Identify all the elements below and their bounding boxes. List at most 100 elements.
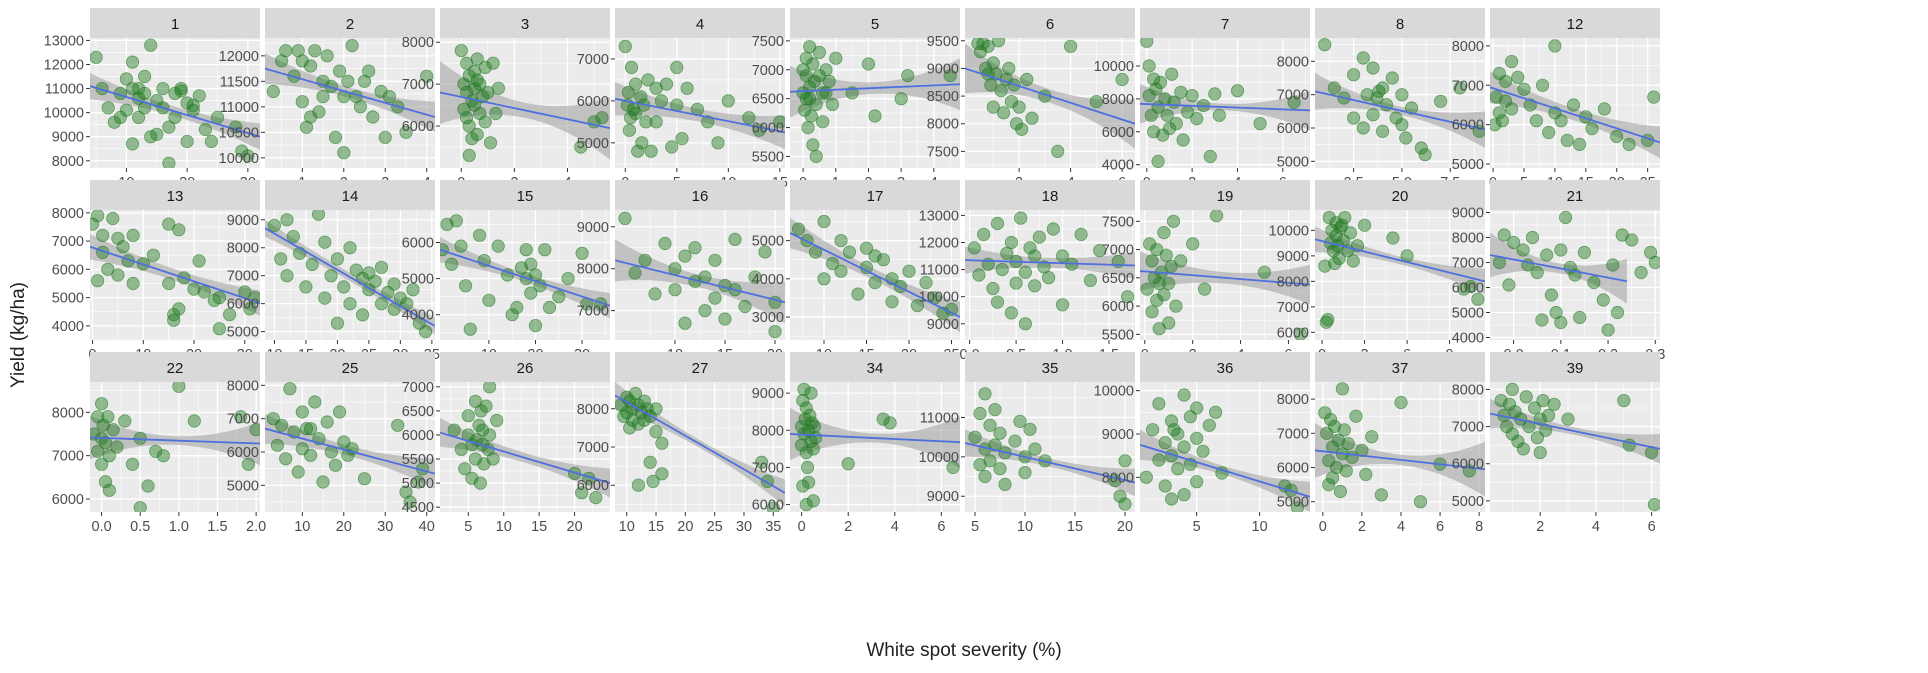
data-point [542,300,557,315]
data-point [986,281,1000,296]
data-point [1140,282,1154,296]
y-tick-label: 5000 [227,325,259,341]
data-point [341,74,355,88]
data-point [1190,401,1204,415]
facet-panel-21: 214000500060007000800090000.00.10.20.3 [1452,180,1665,363]
facet-panel-16: 16700080009000101520 [577,180,785,363]
data-point [1492,106,1506,120]
data-point [1517,82,1531,96]
facet-strip-label: 1 [171,16,179,33]
data-point [1162,316,1176,330]
data-point [132,82,146,96]
data-point [698,303,712,318]
data-point [574,140,588,154]
data-point [1366,61,1380,75]
data-point [1083,273,1098,287]
data-point [111,268,125,282]
data-point [146,248,160,262]
data-point [983,454,997,468]
data-point [491,81,505,95]
x-tick-label: 20 [1117,519,1133,535]
data-point [1335,382,1350,396]
data-point [668,262,682,276]
y-tick-label: 7000 [577,304,609,320]
data-point [718,312,732,326]
facet-strip-label: 17 [867,188,884,205]
plot-area [790,210,960,340]
data-point [1012,100,1026,114]
x-tick-label: 30 [736,519,752,535]
data-point [819,86,833,100]
data-point [1337,423,1351,437]
data-point [1326,471,1340,485]
data-point [167,313,181,327]
facet-strip-label: 3 [521,16,529,33]
data-point [465,471,479,485]
data-point [802,92,817,106]
data-point [328,130,343,144]
facet-strip-label: 20 [1392,188,1409,205]
data-point [1014,211,1028,225]
data-point [641,73,655,87]
data-point [1190,475,1204,489]
data-point [1160,108,1174,122]
data-point [125,457,140,471]
data-point [126,276,140,291]
data-point [791,222,806,236]
data-point [486,56,500,70]
y-tick-label: 12000 [44,57,84,73]
y-tick-label: 7500 [927,144,959,160]
facet-strip-label: 12 [1567,16,1584,33]
regression-line [1140,443,1310,498]
data-point [1177,440,1191,454]
data-point [1018,317,1033,331]
data-point [295,54,309,68]
data-point [1113,489,1127,503]
data-point [156,82,170,96]
data-point [343,297,357,311]
data-point [474,404,488,418]
data-point [172,382,186,393]
data-point [156,449,170,463]
data-point [978,469,992,484]
data-point [643,455,657,469]
data-point [1533,412,1547,426]
data-point [1625,233,1639,247]
data-point [794,419,809,434]
data-point [1347,68,1361,82]
data-point [1372,84,1386,98]
y-tick-label: 4000 [52,319,84,335]
data-point [1203,149,1217,164]
data-point [1495,114,1510,128]
data-point [1573,137,1587,151]
data-point [1032,230,1046,244]
data-point [973,45,988,59]
facet-strip [1490,8,1660,38]
data-point [1152,276,1166,291]
data-point [463,322,477,336]
data-point [243,302,257,316]
facet-strip [265,8,435,38]
data-point [1542,125,1556,140]
data-point [988,402,1002,417]
plot-area [1140,38,1310,168]
data-point [1610,305,1625,320]
facet-panel-36: 36 8000 9000 10000 5 10 [1094,352,1310,535]
data-point [995,262,1009,277]
data-point [799,445,813,460]
data-point [1544,288,1559,302]
x-tick-label: 4 [1397,519,1405,535]
x-tick-label: 4 [1592,519,1600,535]
facet-panel-34: 34 6000 7000 8000 9000 0 2 4 6 [752,352,960,535]
data-point [806,442,820,456]
facet-strip-label: 25 [342,360,359,377]
data-point [355,308,370,322]
data-point [1115,72,1129,87]
data-point [1158,436,1172,450]
data-point [967,241,981,255]
data-point [1165,67,1179,81]
data-point [475,90,490,104]
facet-strip [1140,8,1310,38]
data-point [1497,228,1511,242]
